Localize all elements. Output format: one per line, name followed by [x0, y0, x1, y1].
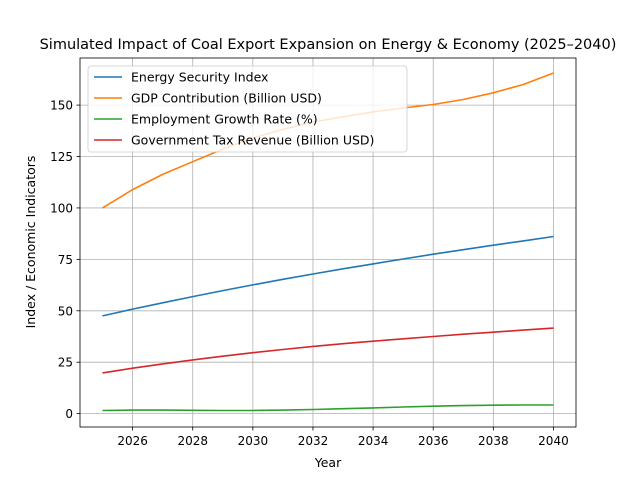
legend-label: Employment Growth Rate (%) — [131, 112, 318, 127]
chart-title: Simulated Impact of Coal Export Expansio… — [40, 37, 617, 53]
x-tick-label: 2030 — [238, 434, 269, 448]
x-tick-label: 2032 — [298, 434, 329, 448]
axis-ticks: 2026 2028 2030 2032 2034 2036 2038 2040 0 25 50 75 1… — [50, 99, 569, 448]
y-tick-label: 150 — [50, 99, 73, 113]
y-axis-label: Index / Economic Indicators — [23, 156, 38, 329]
x-tick-label: 2036 — [418, 434, 449, 448]
x-tick-label: 2034 — [358, 434, 389, 448]
x-tick-label: 2028 — [177, 434, 208, 448]
legend: Energy Security Index GDP Contribution (B… — [87, 65, 408, 153]
x-tick-label: 2040 — [538, 434, 569, 448]
series-line-government-tax-revenue-billion-usd — [102, 327, 554, 374]
legend-label: GDP Contribution (Billion USD) — [131, 91, 322, 106]
x-axis-label: Year — [314, 455, 342, 470]
grid — [80, 58, 576, 427]
y-tick-label: 0 — [65, 407, 73, 421]
legend-label: Government Tax Revenue (Billion USD) — [131, 133, 374, 148]
y-tick-label: 50 — [58, 304, 73, 318]
legend-box — [87, 65, 408, 153]
series-line-employment-growth-rate — [102, 404, 554, 412]
y-tick-label: 25 — [58, 356, 73, 370]
y-tick-label: 100 — [50, 201, 73, 215]
x-tick-label: 2038 — [478, 434, 509, 448]
x-tick-label: 2026 — [117, 434, 148, 448]
series-line-energy-security-index — [102, 235, 554, 317]
y-tick-label: 75 — [58, 253, 73, 267]
y-tick-label: 125 — [50, 150, 73, 164]
legend-label: Energy Security Index — [131, 70, 268, 85]
plot-frame — [79, 57, 577, 428]
